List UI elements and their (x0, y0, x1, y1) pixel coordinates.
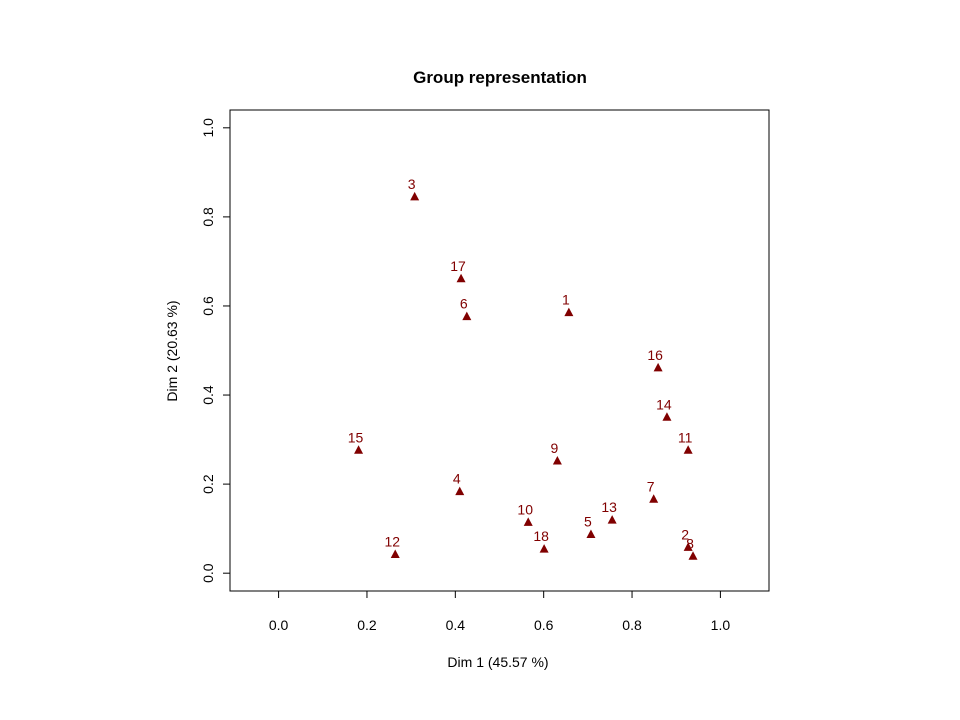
y-tick-label: 0.6 (200, 296, 216, 316)
y-tick-label: 0.8 (200, 207, 216, 227)
point-marker-7 (649, 494, 659, 503)
chart-title: Group representation (413, 68, 587, 87)
x-tick-label: 0.2 (357, 617, 377, 633)
x-axis-label: Dim 1 (45.57 %) (447, 654, 548, 670)
point-label-13: 13 (601, 499, 617, 515)
point-marker-3 (410, 191, 420, 201)
point-marker-4 (455, 486, 465, 496)
point-label-11: 11 (678, 429, 693, 445)
point-marker-10 (523, 517, 533, 526)
point-label-4: 4 (453, 471, 461, 487)
point-label-18: 18 (533, 528, 549, 544)
y-tick-label: 0.4 (200, 385, 216, 405)
x-tick-label: 0.4 (446, 617, 466, 633)
point-label-12: 12 (384, 533, 400, 549)
point-marker-1 (564, 307, 574, 317)
y-axis: 0.0 0.2 0.4 0.6 0.8 1.0 (200, 118, 231, 583)
point-marker-14 (662, 412, 672, 421)
x-tick-label: 1.0 (711, 617, 731, 633)
x-tick-label: 0.8 (622, 617, 642, 633)
point-marker-15 (354, 445, 364, 454)
point-marker-2 (683, 542, 693, 551)
point-marker-8 (688, 551, 698, 560)
y-axis-label: Dim 2 (20.63 %) (164, 300, 180, 401)
point-label-17: 17 (450, 258, 466, 274)
point-label-16: 16 (647, 347, 663, 363)
point-marker-13 (607, 515, 617, 524)
y-tick-label: 1.0 (200, 118, 216, 138)
point-label-8: 8 (686, 535, 694, 551)
point-label-9: 9 (550, 440, 558, 456)
point-label-7: 7 (647, 478, 655, 494)
point-label-14: 14 (656, 396, 672, 412)
point-marker-5 (586, 529, 596, 538)
x-tick-label: 0.0 (269, 617, 289, 633)
plot-area-frame (229, 109, 770, 592)
x-axis: 0.0 0.2 0.4 0.6 0.8 1.0 (269, 590, 731, 633)
point-label-1: 1 (562, 292, 570, 308)
point-label-6: 6 (460, 296, 468, 312)
point-label-10: 10 (517, 501, 533, 517)
point-label-3: 3 (408, 176, 416, 192)
point-marker-16 (653, 362, 663, 372)
point-marker-17 (456, 273, 466, 283)
x-tick-label: 0.6 (534, 617, 554, 633)
point-label-2: 2 (681, 526, 689, 542)
point-marker-12 (390, 549, 400, 558)
point-label-5: 5 (584, 513, 592, 529)
point-marker-11 (683, 445, 693, 454)
point-marker-9 (552, 455, 562, 465)
y-tick-label: 0.2 (200, 474, 216, 494)
y-tick-label: 0.0 (200, 563, 216, 583)
point-label-15: 15 (348, 429, 364, 445)
point-marker-18 (539, 544, 549, 553)
point-marker-6 (462, 311, 472, 321)
